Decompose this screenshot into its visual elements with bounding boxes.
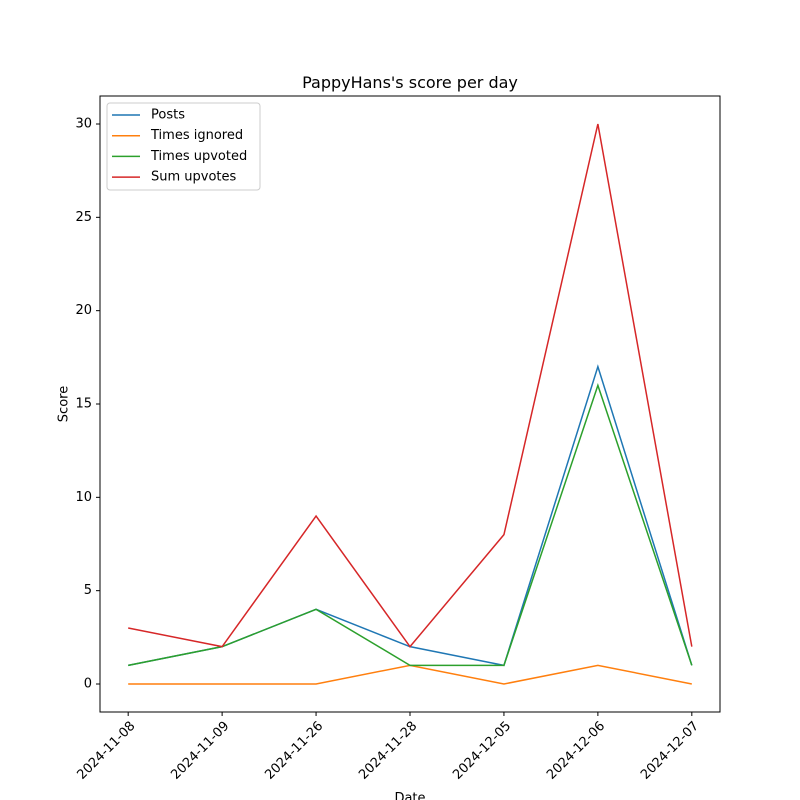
y-tick-label: 20 bbox=[75, 303, 92, 318]
series-line bbox=[128, 382, 693, 667]
y-tick-label: 30 bbox=[75, 117, 92, 132]
x-axis-label: Date bbox=[394, 791, 425, 800]
x-tick-label: 2024-12-05 bbox=[450, 719, 514, 783]
series-line bbox=[128, 123, 693, 648]
legend-label: Posts bbox=[151, 108, 185, 123]
series-line bbox=[128, 664, 692, 685]
plot-frame bbox=[99, 95, 721, 713]
x-tick-label: 2024-11-08 bbox=[74, 719, 138, 783]
x-tick-label: 2024-12-07 bbox=[638, 719, 702, 783]
y-tick-label: 0 bbox=[84, 677, 92, 692]
y-tick-label: 25 bbox=[75, 210, 92, 225]
legend-label: Times upvoted bbox=[150, 149, 247, 164]
y-tick-label: 15 bbox=[75, 397, 92, 412]
legend-label: Sum upvotes bbox=[151, 170, 237, 185]
legend-box bbox=[106, 102, 261, 191]
y-axis-label: Score bbox=[57, 386, 72, 422]
y-tick-label: 10 bbox=[75, 490, 92, 505]
legend-label: Times ignored bbox=[150, 128, 243, 143]
y-tick-label: 5 bbox=[84, 583, 92, 598]
x-tick-label: 2024-11-28 bbox=[356, 719, 420, 783]
x-tick-label: 2024-11-09 bbox=[168, 719, 232, 783]
x-tick-label: 2024-11-26 bbox=[262, 719, 326, 783]
x-tick-label: 2024-12-06 bbox=[544, 719, 608, 783]
chart-title: PappyHans's score per day bbox=[302, 73, 518, 92]
